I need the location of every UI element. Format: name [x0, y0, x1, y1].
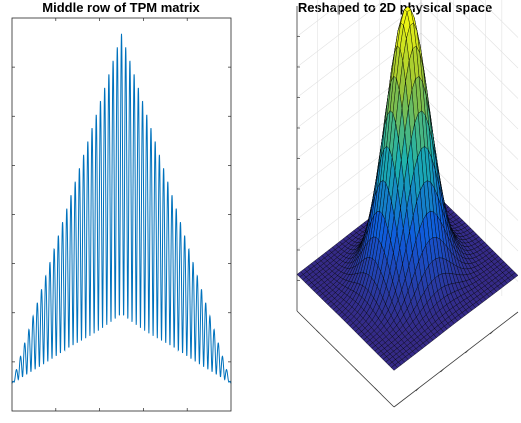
grid-line — [479, 0, 519, 38]
left-axes-box — [11, 17, 232, 412]
x-tick — [335, 349, 340, 353]
y-tick — [465, 349, 469, 354]
left-plot — [11, 17, 232, 412]
right-3d-axes — [296, 36, 519, 408]
right-chart-title: Reshaped to 2D physical space — [297, 0, 493, 15]
x-tick — [374, 387, 378, 392]
surface-patch — [390, 364, 398, 371]
x-tick — [354, 368, 359, 372]
surface-plot — [296, 5, 519, 371]
grid-line — [420, 32, 519, 130]
x-tick — [316, 329, 320, 334]
y-tick — [440, 368, 444, 373]
grid-line — [420, 2, 519, 99]
series-line — [11, 33, 232, 384]
left-chart-title: Middle row of TPM matrix — [42, 0, 200, 15]
left-axis-ticks — [12, 18, 231, 411]
grid-line — [420, 124, 519, 221]
grid-line — [296, 2, 422, 98]
grid-line — [420, 93, 519, 191]
right-plot — [296, 0, 519, 408]
grid-line — [448, 0, 519, 69]
axis-line — [393, 311, 519, 408]
grid-line — [296, 0, 346, 37]
grid-line — [296, 0, 385, 68]
grid-line — [420, 63, 519, 160]
axis-line — [296, 310, 395, 408]
y-tick — [415, 387, 420, 392]
y-tick — [489, 330, 494, 335]
